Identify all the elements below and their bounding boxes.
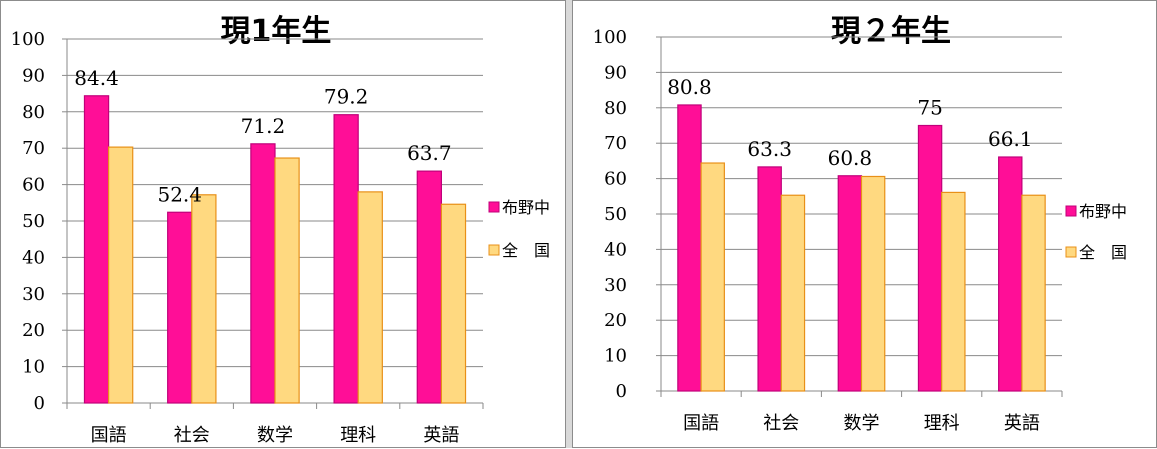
y-tick-label: 70 (604, 133, 627, 154)
bar-school (416, 170, 443, 404)
x-category-label: 英語 (1004, 413, 1040, 434)
y-tick-label: 100 (11, 29, 45, 50)
data-label: 75 (917, 96, 942, 120)
legend-swatch (1065, 205, 1077, 217)
bar-national (107, 146, 134, 404)
bar-national (1021, 194, 1046, 392)
y-tick-label: 0 (34, 393, 45, 414)
x-category-label: 英語 (423, 425, 459, 446)
y-tick-label: 50 (604, 204, 627, 225)
legend-label: 布野中 (1079, 202, 1127, 221)
y-tick-label: 90 (604, 62, 627, 83)
x-category-label: 国語 (683, 413, 719, 434)
legend-swatch (488, 244, 500, 256)
x-category-label: 理科 (924, 413, 960, 434)
y-tick-label: 10 (604, 346, 627, 367)
chart-2: 現２年生 0 10 20 30 40 50 60 70 80 90 100 80.8 国語 63.3 社会 60… (593, 14, 1127, 434)
chart-title: 現２年生 (831, 14, 951, 49)
y-tick-label: 10 (22, 357, 45, 378)
data-label: 84.4 (74, 66, 119, 90)
data-label: 66.1 (988, 127, 1033, 151)
x-category-label: 社会 (763, 413, 799, 434)
y-tick-label: 0 (616, 381, 627, 402)
y-tick-label: 20 (22, 320, 45, 341)
bar-national (700, 162, 725, 392)
bar-national (941, 191, 966, 392)
chart-panel-1: 現1年生 0 10 20 30 40 50 60 70 80 90 100 84.4 国語 52.4 社会 71… (0, 0, 566, 448)
bar-school (677, 104, 702, 392)
chart-title: 現1年生 (221, 14, 332, 49)
bar-school (757, 166, 782, 392)
bar-school (250, 143, 276, 404)
x-category-label: 数学 (844, 413, 880, 434)
y-tick-label: 40 (22, 247, 45, 268)
chart-panel-2: 現２年生 0 10 20 30 40 50 60 70 80 90 100 80.8 国語 63.3 社会 60… (572, 0, 1157, 448)
bar-national (357, 191, 383, 404)
bar-school (917, 124, 943, 392)
y-tick-label: 90 (22, 65, 45, 86)
y-tick-label: 30 (604, 275, 627, 296)
chart-1: 現1年生 0 10 20 30 40 50 60 70 80 90 100 84.4 国語 52.4 社会 71… (11, 14, 550, 446)
y-tick-label: 60 (22, 175, 45, 196)
x-category-label: 数学 (257, 425, 293, 446)
bar-school (83, 95, 110, 404)
bar-school (998, 156, 1023, 392)
x-category-label: 国語 (91, 425, 127, 446)
legend-label: 全 国 (502, 241, 550, 260)
y-tick-label: 80 (22, 102, 45, 123)
y-tick-label: 50 (22, 211, 45, 232)
y-tick-label: 80 (604, 98, 627, 119)
data-label: 63.3 (747, 137, 792, 161)
data-label: 79.2 (324, 85, 369, 109)
y-tick-label: 100 (593, 27, 627, 48)
legend-swatch (1065, 246, 1077, 258)
bar-national (274, 157, 300, 404)
legend-swatch (488, 201, 500, 213)
bar-national (440, 203, 467, 404)
data-label: 52.4 (157, 182, 202, 206)
bar-national (191, 194, 217, 404)
y-tick-label: 40 (604, 239, 627, 260)
y-tick-label: 60 (604, 169, 627, 190)
bar-national (860, 175, 886, 392)
data-label: 63.7 (407, 141, 452, 165)
bar-school (167, 211, 193, 404)
legend-label: 布野中 (502, 198, 550, 217)
data-label: 71.2 (241, 114, 286, 138)
bar-school (333, 114, 359, 404)
bar-school (837, 175, 863, 392)
data-label: 60.8 (828, 146, 873, 170)
legend-label: 全 国 (1079, 243, 1127, 262)
x-category-label: 理科 (340, 425, 376, 446)
y-tick-label: 30 (22, 284, 45, 305)
data-label: 80.8 (667, 75, 712, 99)
y-tick-label: 20 (604, 310, 627, 331)
y-tick-label: 70 (22, 138, 45, 159)
panel-divider (566, 0, 572, 448)
x-category-label: 社会 (174, 425, 210, 446)
bar-national (780, 194, 806, 392)
